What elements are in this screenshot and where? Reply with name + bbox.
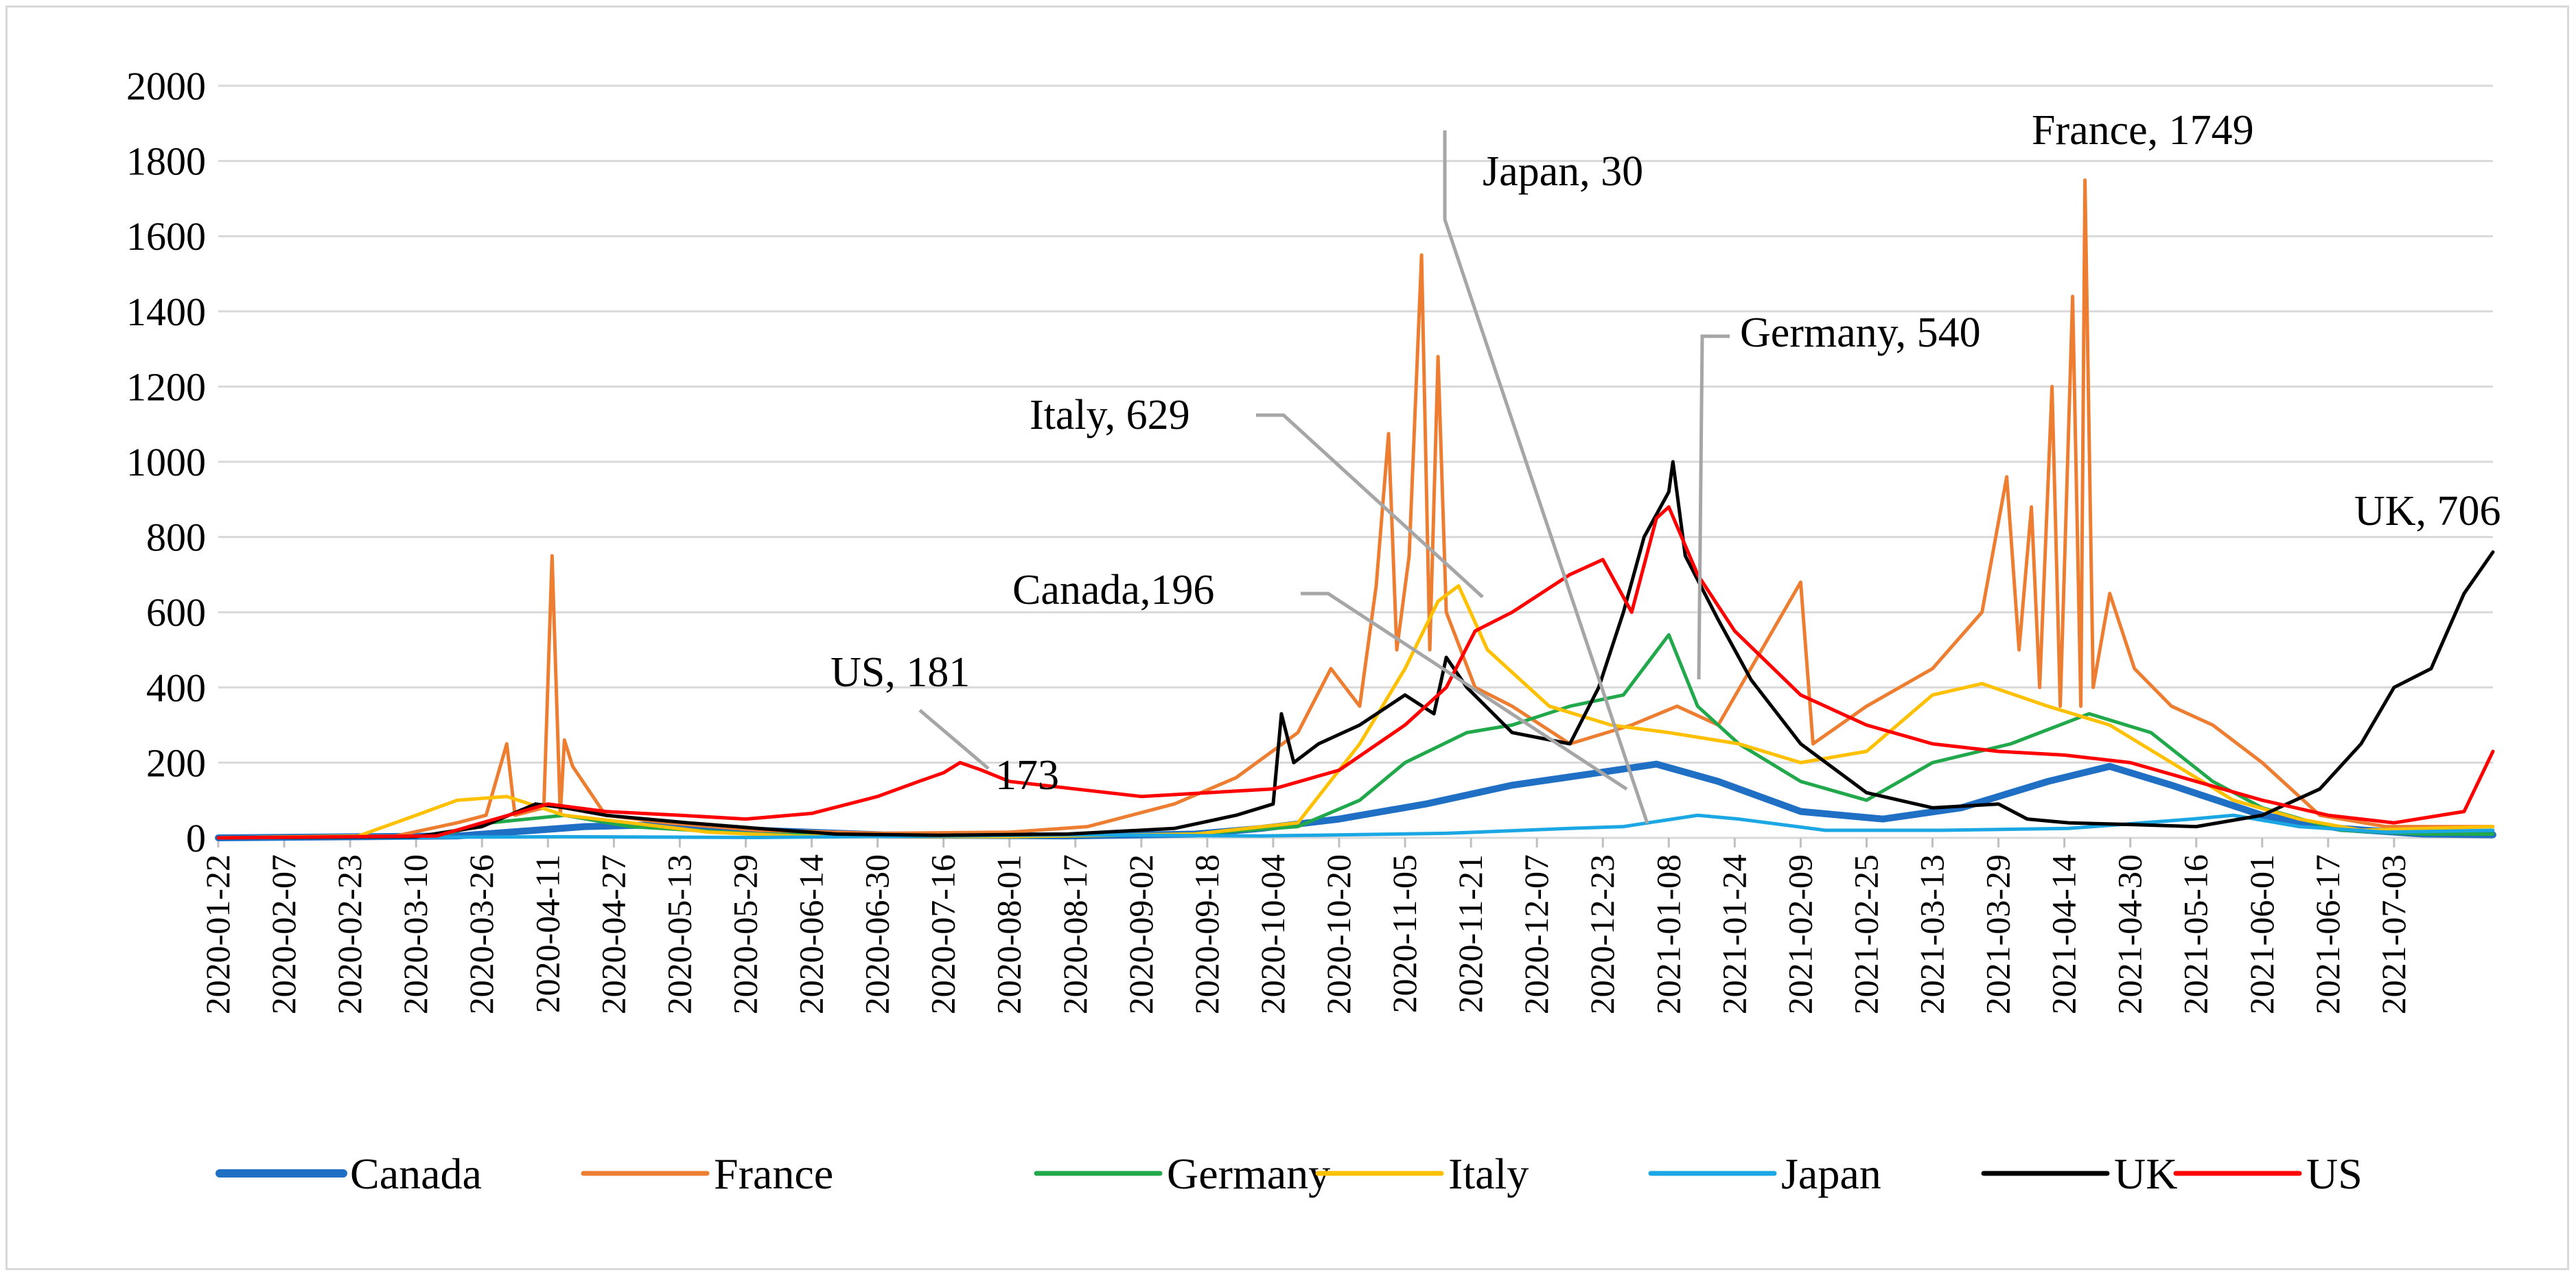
x-tick-label-2020-07-16: 2020-07-16 xyxy=(924,854,962,1014)
x-tick-label-2020-03-26: 2020-03-26 xyxy=(462,854,500,1014)
x-tick-label-2021-03-13: 2021-03-13 xyxy=(1913,854,1951,1014)
y-tick-label-1600: 1600 xyxy=(126,214,206,259)
x-tick-label-2021-06-01: 2021-06-01 xyxy=(2242,854,2281,1014)
annotation-label-6: France, 1749 xyxy=(2032,107,2254,154)
x-tick-label-2020-02-07: 2020-02-07 xyxy=(264,854,303,1014)
legend-label-italy: Italy xyxy=(1448,1149,1529,1198)
x-tick-label-2020-10-20: 2020-10-20 xyxy=(1319,854,1358,1014)
annotation-label-1: 173 xyxy=(995,752,1059,799)
y-axis-tick-labels: 0 200 400 600 800 1000 1200 1400 1600 1800 2000 xyxy=(126,64,206,860)
x-tick-label-2021-06-17: 2021-06-17 xyxy=(2308,854,2347,1014)
x-tick-label-2020-09-18: 2020-09-18 xyxy=(1187,854,1226,1014)
x-tick-label-2020-04-11: 2020-04-11 xyxy=(528,854,566,1013)
series-lines xyxy=(215,178,2496,841)
x-axis xyxy=(217,836,2493,847)
x-tick-label-2021-04-14: 2021-04-14 xyxy=(2045,854,2083,1014)
annotation-label-7: UK, 706 xyxy=(2354,488,2501,535)
legend-label-uk: UK xyxy=(2114,1149,2177,1198)
y-tick-label-1800: 1800 xyxy=(126,139,206,184)
series-line-italy xyxy=(216,584,2495,840)
y-tick-label-1200: 1200 xyxy=(126,364,206,409)
legend-label-canada: Canada xyxy=(350,1149,482,1198)
annotation-label-4: Canada,196 xyxy=(1012,567,1214,613)
x-tick-label-2020-12-07: 2020-12-07 xyxy=(1517,854,1555,1014)
annotation-label-5: Germany, 540 xyxy=(1740,309,1981,356)
y-tick-label-2000: 2000 xyxy=(126,64,206,108)
annotation-leader-4 xyxy=(1301,591,1628,791)
x-tick-label-2020-12-23: 2020-12-23 xyxy=(1583,854,1621,1014)
x-tick-label-2020-08-01: 2020-08-01 xyxy=(990,854,1028,1014)
x-tick-label-2020-03-10: 2020-03-10 xyxy=(396,854,434,1014)
x-tick-label-2020-09-02: 2020-09-02 xyxy=(1122,854,1160,1014)
x-tick-label-2020-11-05: 2020-11-05 xyxy=(1385,854,1424,1013)
x-tick-label-2020-06-30: 2020-06-30 xyxy=(858,854,896,1014)
series-line-france xyxy=(216,178,2495,840)
y-tick-label-200: 200 xyxy=(146,740,206,785)
x-tick-label-2021-07-03: 2021-07-03 xyxy=(2374,854,2413,1014)
x-tick-label-2020-02-23: 2020-02-23 xyxy=(330,854,369,1014)
y-tick-label-1400: 1400 xyxy=(126,290,206,334)
annotation-leader-2 xyxy=(1443,130,1649,824)
y-tick-label-600: 600 xyxy=(146,590,206,635)
annotation-label-2: Japan, 30 xyxy=(1483,148,1643,195)
x-tick-label-2021-02-09: 2021-02-09 xyxy=(1780,854,1819,1014)
x-tick-label-2020-06-14: 2020-06-14 xyxy=(792,854,831,1014)
x-tick-label-2020-04-27: 2020-04-27 xyxy=(594,854,632,1014)
y-tick-label-800: 800 xyxy=(146,515,206,560)
y-tick-label-1000: 1000 xyxy=(126,440,206,484)
annotations: US, 181 173 Japan, 30 Italy, 629 Canada,196 G… xyxy=(831,107,2501,824)
x-tick-label-2020-08-17: 2020-08-17 xyxy=(1056,854,1094,1014)
annotation-label-3: Italy, 629 xyxy=(1030,392,1190,438)
x-tick-label-2020-05-29: 2020-05-29 xyxy=(726,854,764,1014)
chart-frame xyxy=(5,5,2569,1270)
legend-label-japan: Japan xyxy=(1781,1149,1881,1198)
legend: Canada France Germany Italy Japan UK US xyxy=(216,1149,2363,1198)
x-tick-label-2021-02-25: 2021-02-25 xyxy=(1846,854,1885,1014)
x-tick-label-2020-01-22: 2020-01-22 xyxy=(198,854,237,1014)
x-tick-label-2021-03-29: 2021-03-29 xyxy=(1979,854,2017,1014)
x-tick-label-2021-01-08: 2021-01-08 xyxy=(1649,854,1687,1014)
x-tick-label-2020-11-21: 2020-11-21 xyxy=(1451,854,1489,1013)
annotation-leader-5 xyxy=(1697,334,1730,680)
legend-label-germany: Germany xyxy=(1167,1149,1330,1198)
y-tick-label-0: 0 xyxy=(186,816,206,860)
x-tick-label-2021-05-16: 2021-05-16 xyxy=(2177,854,2215,1014)
annotation-label-0: US, 181 xyxy=(831,649,970,696)
x-axis-tick-labels: 2020-01-22 2020-02-07 2020-02-23 2020-03-10… xyxy=(198,854,2413,1014)
legend-label-france: France xyxy=(714,1149,833,1198)
x-tick-label-2020-05-13: 2020-05-13 xyxy=(660,854,698,1014)
y-tick-label-400: 400 xyxy=(146,666,206,710)
x-tick-label-2021-01-24: 2021-01-24 xyxy=(1715,854,1753,1014)
series-line-uk xyxy=(216,460,2495,840)
annotation-leader-3 xyxy=(1256,413,1484,598)
series-line-us xyxy=(216,505,2495,840)
annotation-leader-0 xyxy=(918,709,990,770)
x-tick-label-2020-10-04: 2020-10-04 xyxy=(1253,854,1292,1014)
legend-label-us: US xyxy=(2306,1149,2363,1198)
x-tick-label-2021-04-30: 2021-04-30 xyxy=(2111,854,2149,1014)
